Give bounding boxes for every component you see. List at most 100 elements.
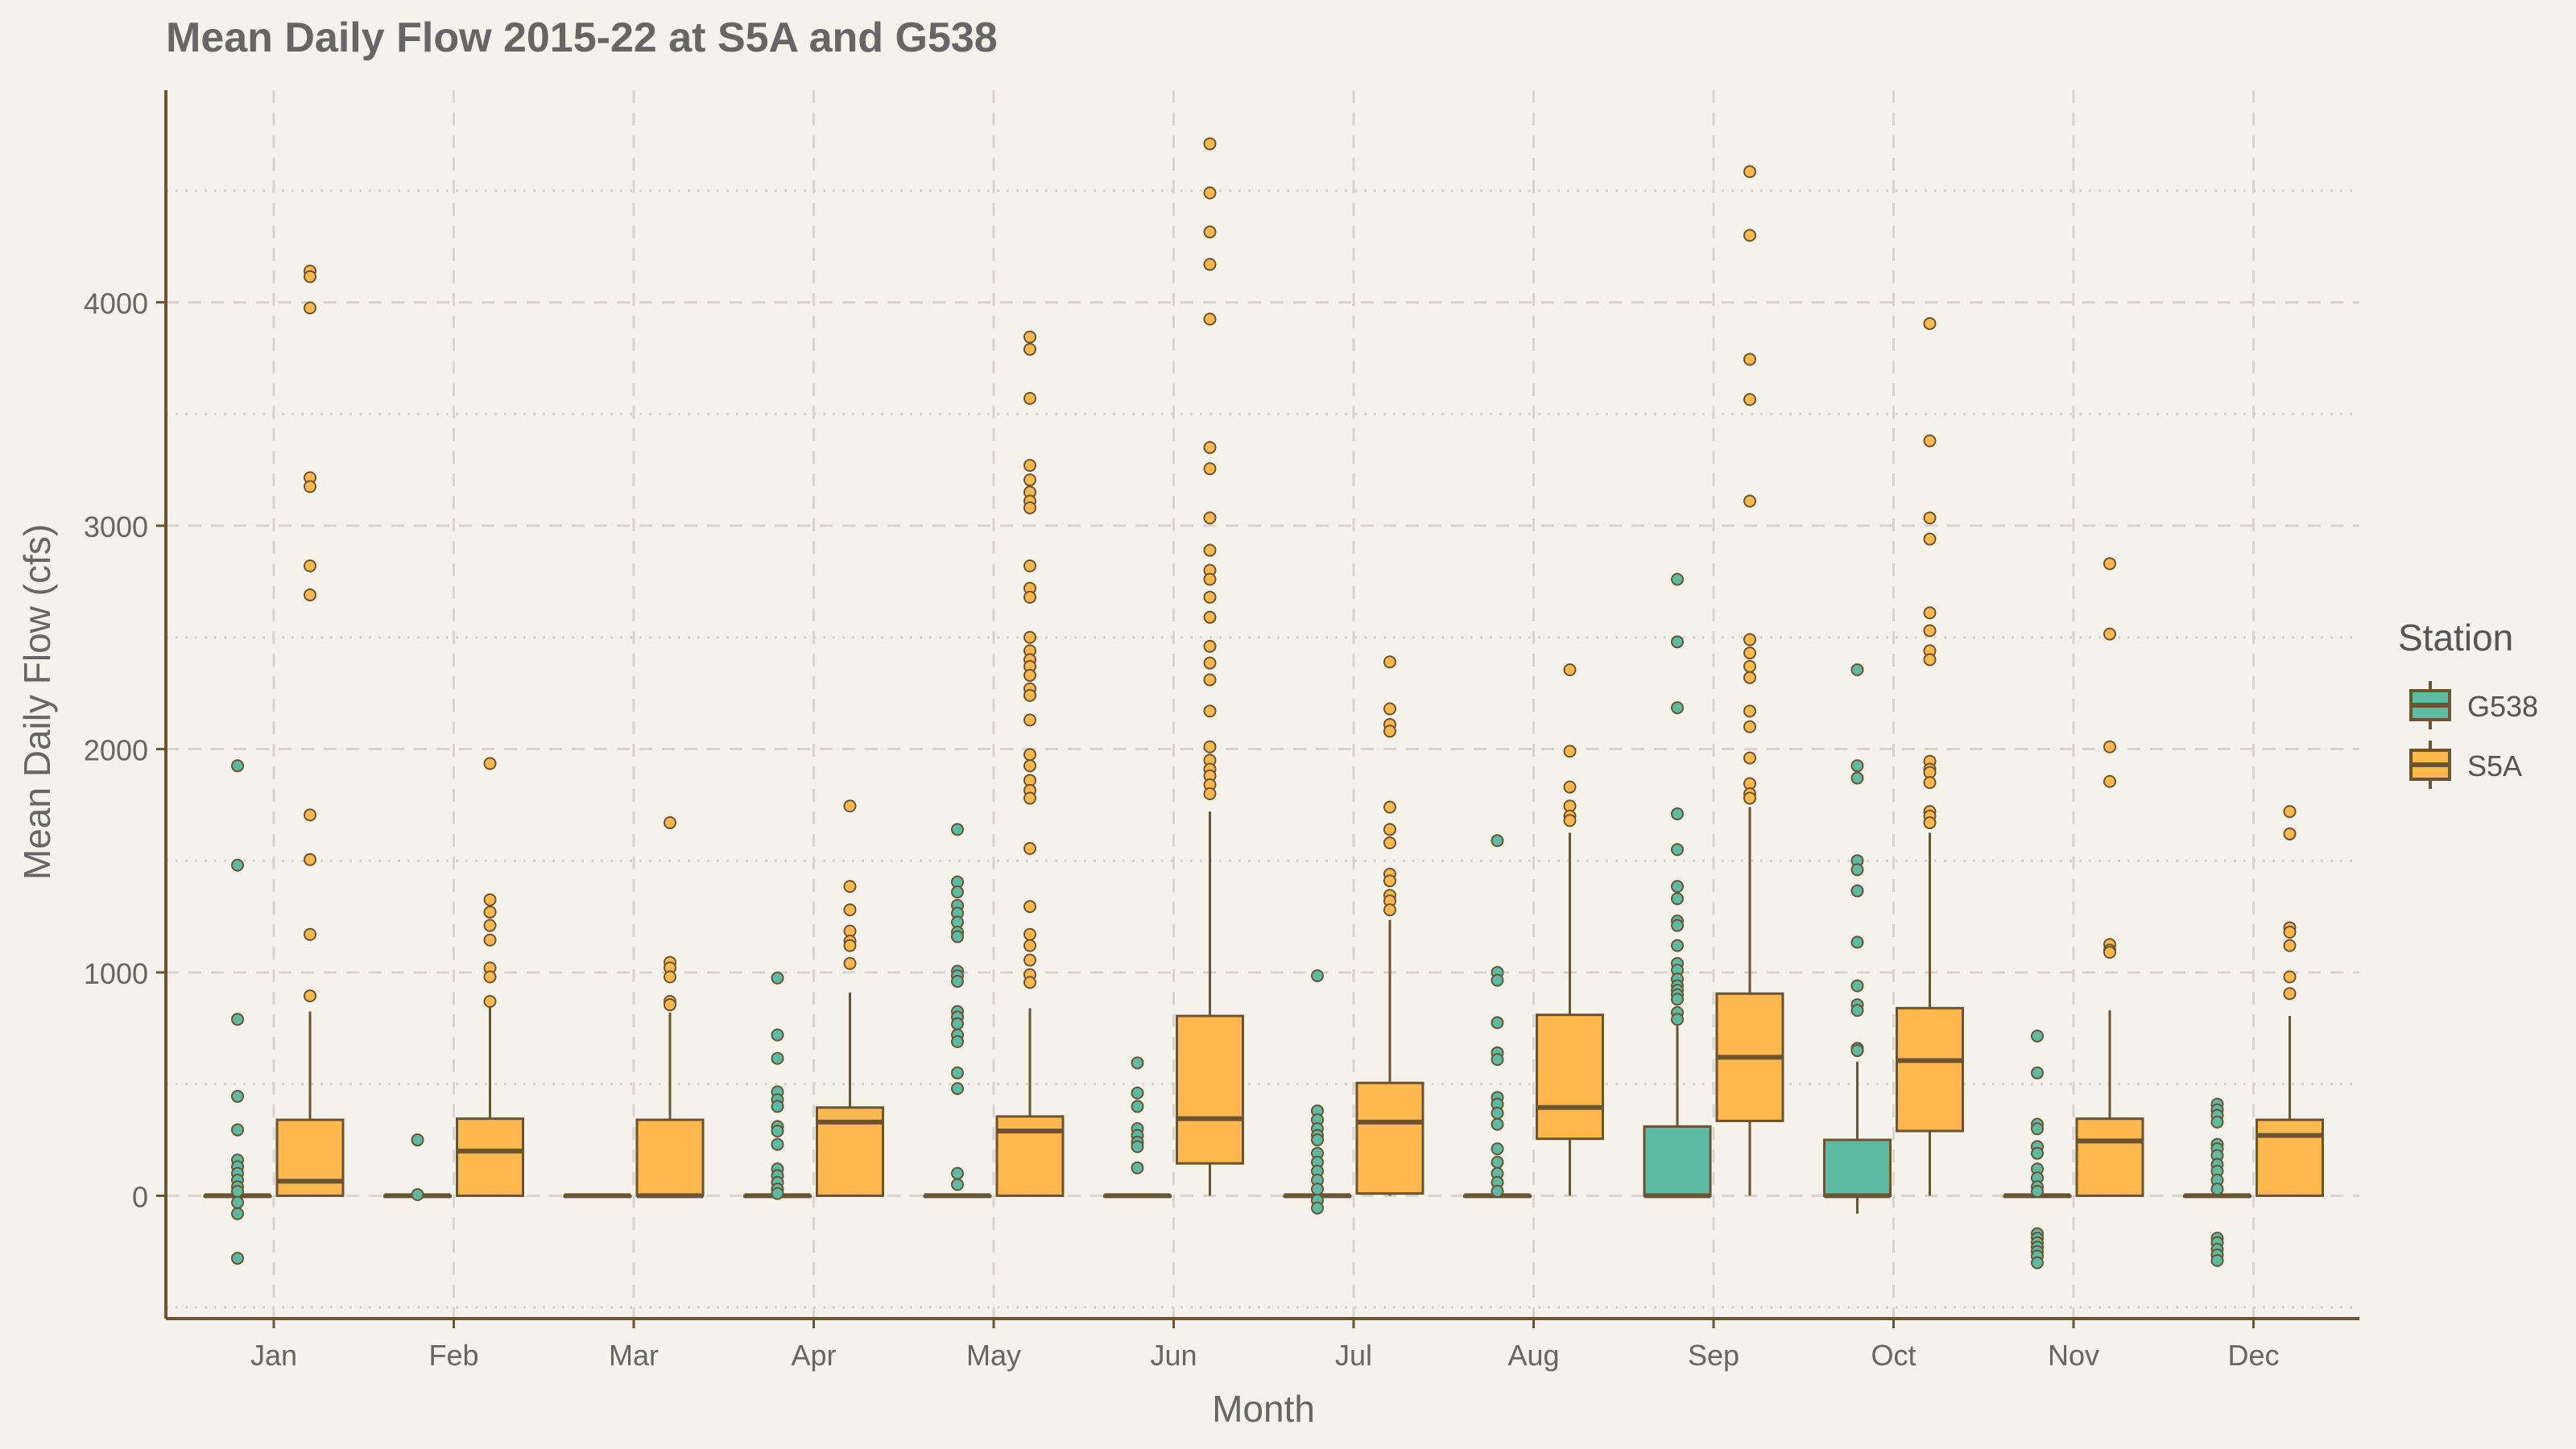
outlier-point-s5a <box>664 816 676 830</box>
outlier-point-s5a <box>483 906 497 919</box>
outlier-point-g538 <box>231 858 244 872</box>
outlier-point-g538 <box>951 823 964 836</box>
outlier-point-g538 <box>1850 1044 1864 1058</box>
outlier-point-s5a <box>1203 673 1217 687</box>
y-tick-label: 2000 <box>84 733 148 766</box>
outlier-point-s5a <box>2283 970 2297 984</box>
y-tick-label: 1000 <box>84 957 148 990</box>
outlier-point-s5a <box>1923 606 1937 620</box>
outlier-point-s5a <box>1743 393 1756 407</box>
box-s5a-oct <box>1896 832 1964 1196</box>
box-g538-may <box>923 1193 992 1199</box>
outlier-point-g538 <box>2210 1183 2224 1196</box>
box-s5a-jul <box>1355 919 1424 1196</box>
outlier-point-g538 <box>1491 973 1504 987</box>
outlier-point-s5a <box>483 757 497 770</box>
legend-item-g538: G538 <box>2409 681 2538 729</box>
outlier-point-g538 <box>951 930 964 943</box>
outlier-point-g538 <box>1491 834 1504 848</box>
outlier-point-g538 <box>2210 1253 2224 1267</box>
outlier-point-g538 <box>1671 807 1684 820</box>
x-tick-label: Sep <box>1688 1339 1739 1372</box>
iqr-box <box>1176 1014 1244 1165</box>
outlier-point-g538 <box>1671 843 1684 857</box>
outlier-point-s5a <box>1563 780 1577 794</box>
outlier-point-g538 <box>1671 880 1684 894</box>
outlier-point-g538 <box>951 1034 964 1048</box>
outlier-point-s5a <box>2103 774 2116 788</box>
outlier-point-g538 <box>1850 979 1864 993</box>
outlier-point-s5a <box>1203 258 1217 271</box>
outlier-point-s5a <box>1383 836 1396 850</box>
y-tick-label: 0 <box>132 1180 148 1213</box>
box-g538-sep <box>1643 1026 1712 1199</box>
box-s5a-mar <box>635 1012 705 1199</box>
outlier-point-s5a <box>1563 745 1577 758</box>
outlier-point-g538 <box>1850 771 1864 785</box>
x-tick-label: May <box>966 1339 1021 1372</box>
grid-layer <box>166 90 2359 1319</box>
outlier-point-s5a <box>664 998 676 1012</box>
outlier-point-s5a <box>1923 653 1937 667</box>
outlier-point-s5a <box>1023 668 1036 682</box>
axis-layer <box>156 90 2359 1328</box>
outlier-point-g538 <box>1491 1155 1504 1169</box>
outlier-point-g538 <box>1671 939 1684 952</box>
outlier-point-g538 <box>771 971 784 985</box>
box-s5a-dec <box>2256 1016 2324 1197</box>
outlier-point-g538 <box>771 1100 784 1113</box>
outlier-point-g538 <box>2031 1184 2044 1198</box>
outlier-point-s5a <box>1743 353 1756 366</box>
outlier-point-g538 <box>1491 1117 1504 1131</box>
outlier-point-s5a <box>2103 945 2116 959</box>
outlier-point-s5a <box>1023 927 1036 941</box>
outlier-point-g538 <box>231 759 244 773</box>
outlier-point-s5a <box>843 903 857 917</box>
legend-label-g538: G538 <box>2467 690 2538 723</box>
outlier-point-s5a <box>483 933 497 947</box>
outlier-point-s5a <box>1743 494 1756 508</box>
outlier-point-g538 <box>951 886 964 899</box>
outlier-point-s5a <box>2103 740 2116 753</box>
outlier-point-s5a <box>1023 939 1036 952</box>
outlier-point-g538 <box>1850 884 1864 898</box>
outlier-point-g538 <box>1311 1183 1324 1196</box>
x-tick-label: Dec <box>2227 1339 2279 1372</box>
y-axis-title: Mean Daily Flow (cfs) <box>16 524 58 880</box>
legend-title: Station <box>2398 617 2513 658</box>
outlier-point-s5a <box>2283 987 2297 1001</box>
iqr-box <box>456 1117 524 1197</box>
box-s5a-sep <box>1715 807 1784 1196</box>
outlier-point-g538 <box>1311 1201 1324 1215</box>
outlier-point-s5a <box>2283 939 2297 952</box>
outlier-point-s5a <box>304 270 316 283</box>
x-tick-label: Mar <box>609 1339 659 1372</box>
outlier-point-g538 <box>771 1137 784 1151</box>
outlier-point-s5a <box>304 301 316 315</box>
outlier-point-g538 <box>1311 969 1324 983</box>
outlier-point-g538 <box>771 1124 784 1137</box>
outlier-point-s5a <box>1923 511 1937 525</box>
outlier-point-s5a <box>1023 391 1036 405</box>
outlier-point-s5a <box>1023 559 1036 572</box>
outlier-point-s5a <box>843 939 857 952</box>
outlier-point-s5a <box>1743 720 1756 733</box>
outlier-point-s5a <box>304 588 316 602</box>
outlier-point-s5a <box>304 480 316 493</box>
outlier-point-g538 <box>1850 863 1864 877</box>
x-tick-label: Jun <box>1150 1339 1197 1372</box>
x-tick-label: Nov <box>2048 1339 2099 1372</box>
outlier-point-s5a <box>2283 805 2297 819</box>
iqr-box <box>2256 1118 2324 1197</box>
outlier-point-s5a <box>1563 663 1577 676</box>
outlier-point-g538 <box>1491 1106 1504 1120</box>
outlier-point-g538 <box>231 1195 244 1209</box>
outlier-point-s5a <box>1743 165 1756 179</box>
outlier-point-g538 <box>1671 1013 1684 1026</box>
outlier-point-s5a <box>304 559 316 572</box>
outlier-point-g538 <box>1131 1086 1144 1100</box>
box-s5a-apr <box>816 992 884 1197</box>
outlier-point-s5a <box>1023 459 1036 473</box>
outlier-point-s5a <box>1203 610 1217 624</box>
chart-title: Mean Daily Flow 2015-22 at S5A and G538 <box>166 14 998 61</box>
